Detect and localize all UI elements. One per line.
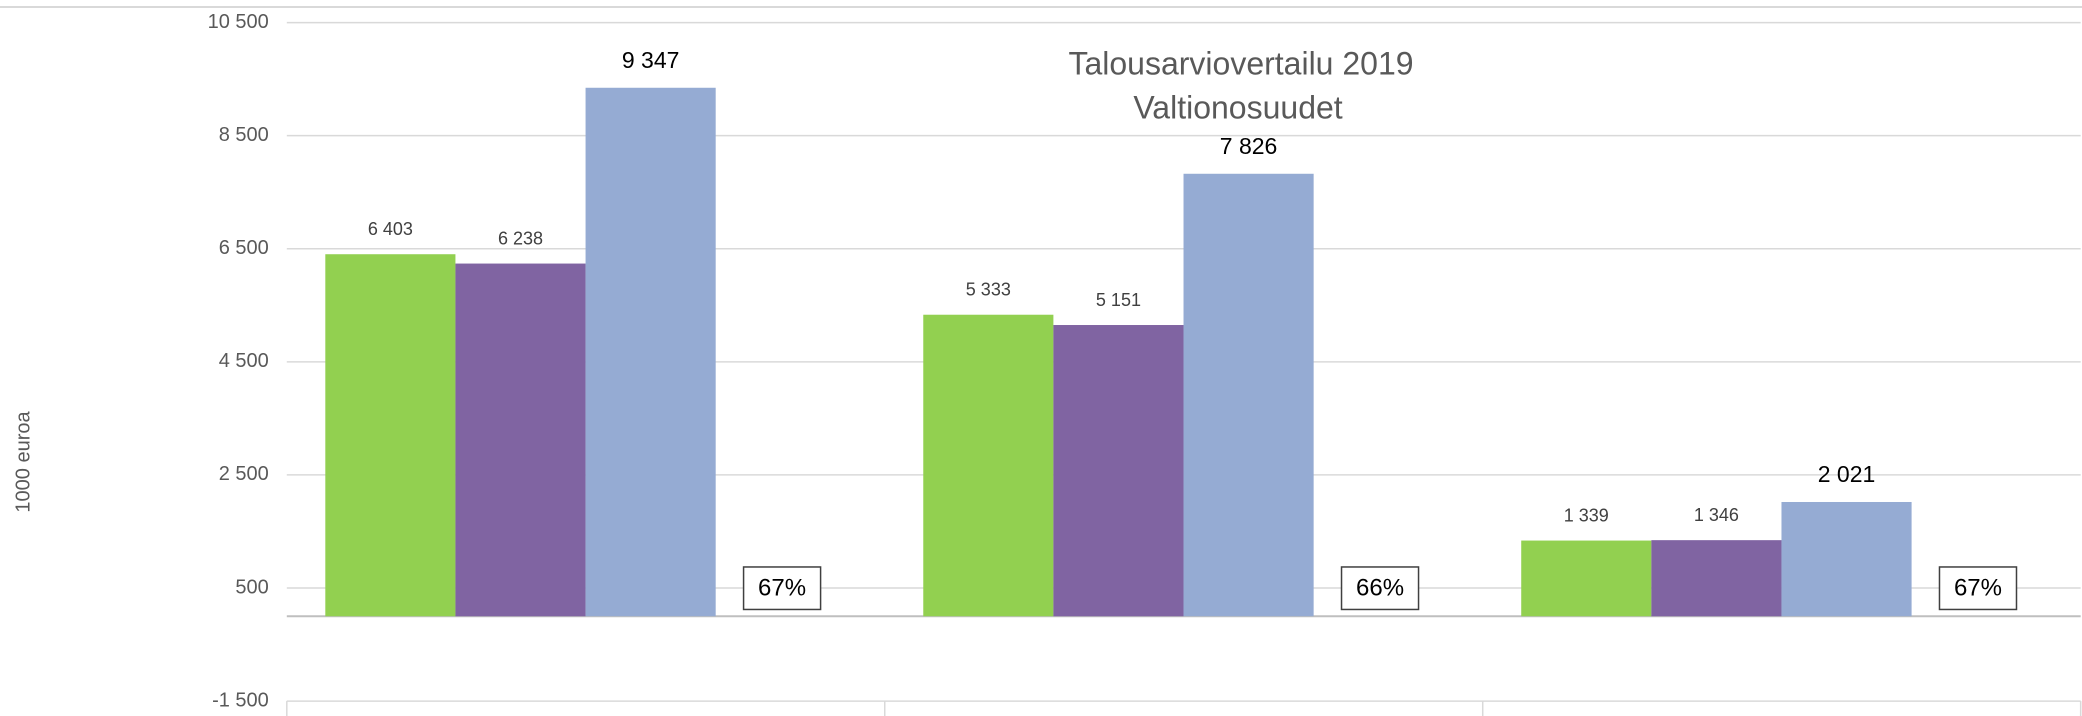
y-tick-label: 500: [235, 576, 268, 598]
chart-title: Talousarviovertailu 2019: [1068, 45, 1413, 81]
value-label: 5 151: [1096, 290, 1141, 310]
y-axis-label: 1000 euroa: [12, 411, 34, 513]
annotation-box: [1340, 566, 1420, 611]
value-label: 6 403: [368, 219, 413, 239]
y-tick-label: 10 500: [208, 11, 269, 33]
bar: [1521, 540, 1652, 617]
bar: [1781, 501, 1912, 617]
y-tick-label: 8 500: [219, 124, 269, 146]
value-label: 1 346: [1694, 505, 1739, 525]
annotation: 67%: [1954, 575, 2002, 602]
bar: [1053, 325, 1184, 617]
chart-subtitle: Valtionosuudet: [1133, 89, 1342, 125]
value-label: 1 339: [1564, 505, 1609, 525]
value-label: 6 238: [498, 228, 543, 248]
bar: [1651, 540, 1782, 617]
value-label: 2 021: [1818, 461, 1876, 487]
y-tick-label: -1 500: [212, 689, 269, 711]
value-label: 9 347: [622, 47, 680, 73]
bar: [325, 254, 456, 617]
bar: [585, 87, 716, 617]
value-label: 5 333: [966, 279, 1011, 299]
y-tick-label: 4 500: [219, 350, 269, 372]
y-tick-label: 2 500: [219, 463, 269, 485]
value-label: 7 826: [1220, 133, 1278, 159]
bar: [455, 263, 586, 617]
annotation: 67%: [758, 575, 806, 602]
annotation-box: [1938, 566, 2018, 611]
annotation: 66%: [1356, 575, 1404, 602]
bar: [1183, 173, 1314, 617]
y-tick-label: 6 500: [219, 237, 269, 259]
bar: [923, 314, 1054, 617]
annotation-box: [742, 566, 822, 611]
